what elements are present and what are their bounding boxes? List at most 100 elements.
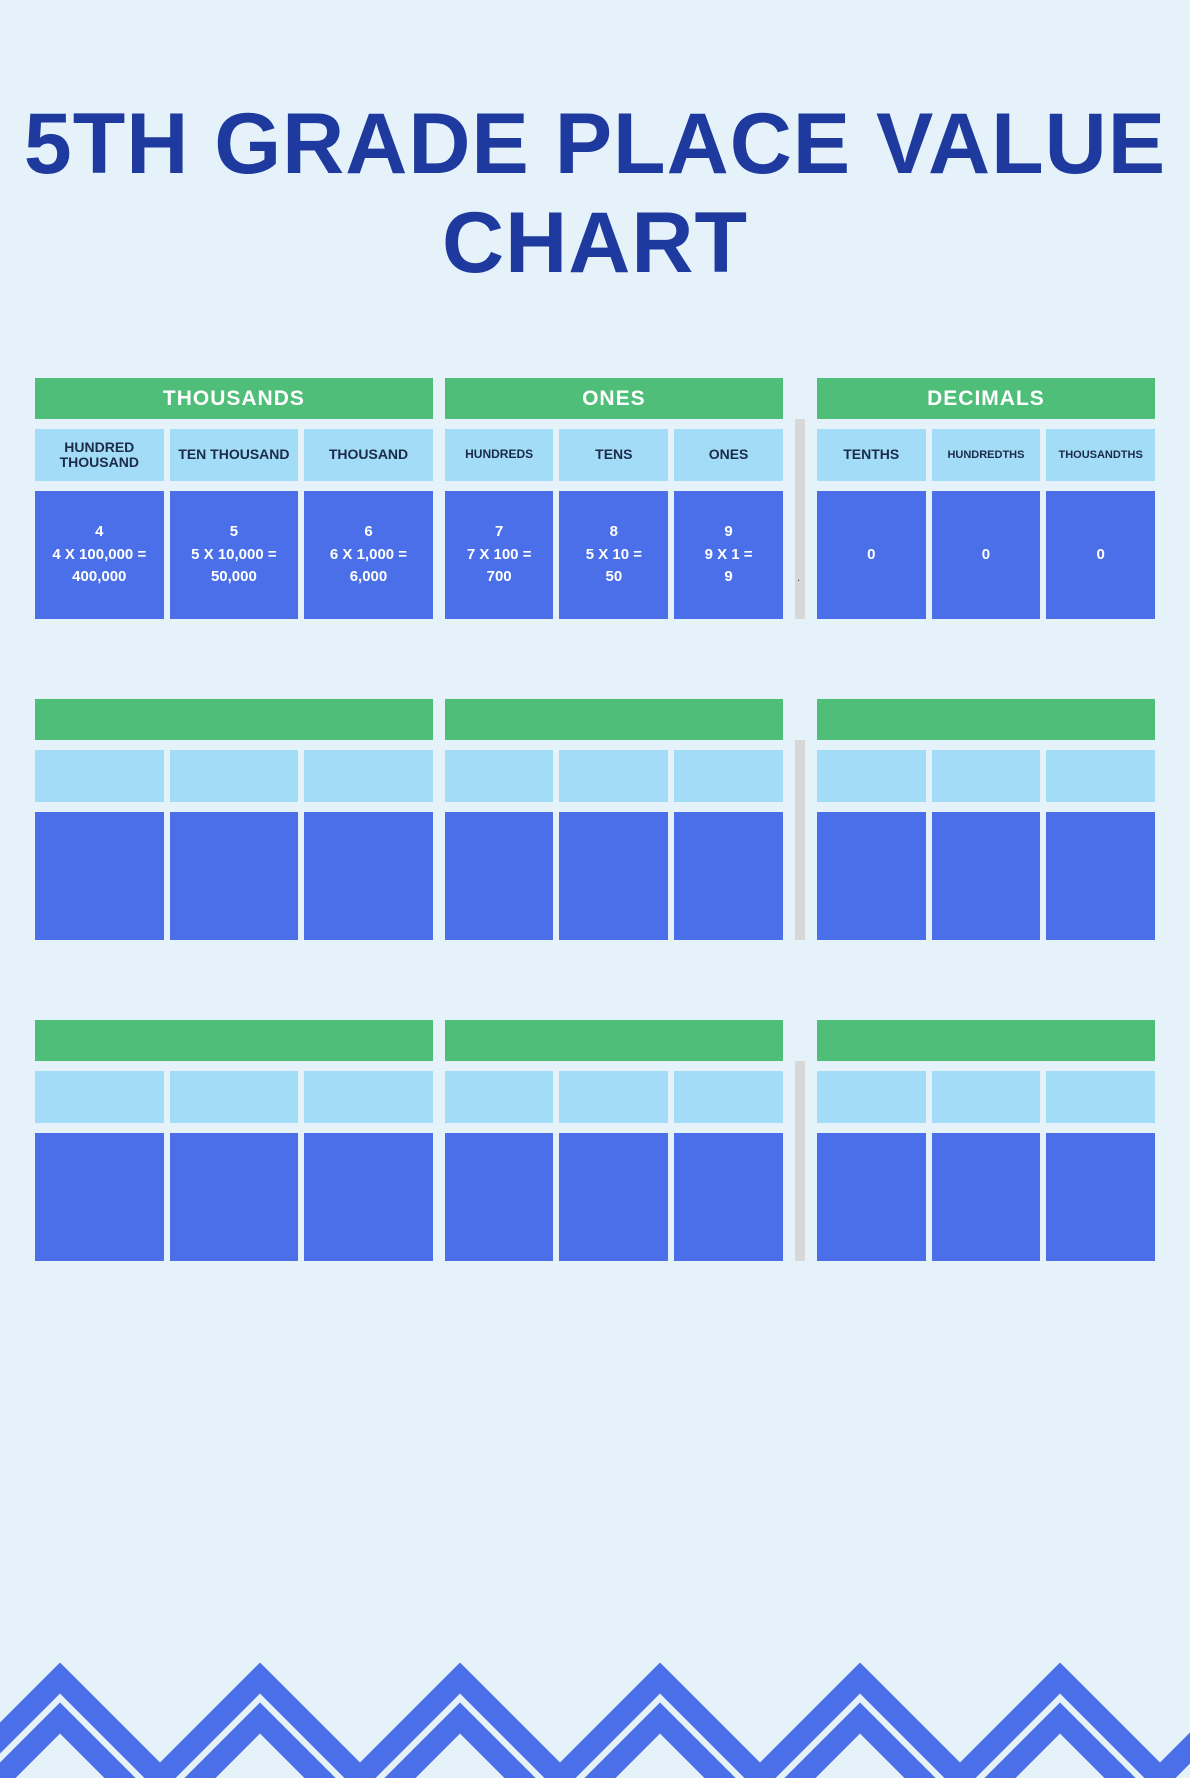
cell-digit: 4 [95,521,103,544]
col-hundreds [445,1071,554,1123]
cell-calc: 4 X 100,000 = [52,544,146,567]
decimals-header [817,699,1155,740]
cell-thousand [304,812,433,940]
cell-hundreds [445,1133,554,1261]
cell-tenths [817,1133,926,1261]
ones-group: ONES HUNDREDS TENS ONES 7 7 X 100 = 700 … [445,378,783,619]
col-thousandths: THOUSANDTHS [1046,429,1155,481]
cell-result: 50,000 [211,566,257,589]
decimals-group [817,699,1155,940]
cell-digit: 5 [230,521,238,544]
cell-result: 6,000 [350,566,388,589]
cell-calc: 5 X 10 = [586,544,642,567]
col-tens [559,1071,668,1123]
thousands-header [35,699,433,740]
thousands-group: THOUSANDS HUNDRED THOUSAND TEN THOUSAND … [35,378,433,619]
col-hundredths: HUNDREDTHS [932,429,1041,481]
thousands-group [35,1020,433,1261]
cell-thousand [304,1133,433,1261]
col-hundred-thousand [35,1071,164,1123]
decimal-point-divider [795,1061,805,1261]
col-tenths: TENTHS [817,429,926,481]
cell-tenths [817,812,926,940]
cell-result: 400,000 [72,566,126,589]
cell-ones: 9 9 X 1 = 9 [674,491,783,619]
col-thousandths [1046,1071,1155,1123]
cell-thousandths [1046,1133,1155,1261]
cell-digit: 0 [1096,544,1104,567]
ones-group [445,1020,783,1261]
ones-group [445,699,783,940]
col-tens [559,750,668,802]
cell-hundred-thousand [35,812,164,940]
decimals-header: DECIMALS [817,378,1155,419]
place-value-chart-3 [35,1020,1155,1261]
thousands-group [35,699,433,940]
col-ones [674,1071,783,1123]
decimals-group: DECIMALS TENTHS HUNDREDTHS THOUSANDTHS 0… [817,378,1155,619]
cell-hundredths [932,1133,1041,1261]
cell-tens [559,1133,668,1261]
ones-header [445,1020,783,1061]
cell-hundredths [932,812,1041,940]
cell-calc: 5 X 10,000 = [191,544,277,567]
cell-digit: 7 [495,521,503,544]
col-ten-thousand [170,1071,299,1123]
col-thousand [304,750,433,802]
col-ones: ONES [674,429,783,481]
cell-ten-thousand: 5 5 X 10,000 = 50,000 [170,491,299,619]
ones-header: ONES [445,378,783,419]
place-value-chart-1: THOUSANDS HUNDRED THOUSAND TEN THOUSAND … [35,378,1155,619]
cell-calc: 7 X 100 = [467,544,532,567]
col-tens: TENS [559,429,668,481]
cell-hundredths: 0 [932,491,1041,619]
thousands-header [35,1020,433,1061]
cell-thousand: 6 6 X 1,000 = 6,000 [304,491,433,619]
ones-header [445,699,783,740]
col-ten-thousand [170,750,299,802]
cell-result: 9 [724,566,732,589]
col-hundredths [932,1071,1041,1123]
col-ten-thousand: TEN THOUSAND [170,429,299,481]
cell-thousandths: 0 [1046,491,1155,619]
decimals-group [817,1020,1155,1261]
col-hundredths [932,750,1041,802]
cell-digit: 9 [724,521,732,544]
cell-thousandths [1046,812,1155,940]
col-thousand: THOUSAND [304,429,433,481]
cell-tens: 8 5 X 10 = 50 [559,491,668,619]
footer-zigzag-decoration [0,1623,1190,1778]
cell-ones [674,1133,783,1261]
cell-ten-thousand [170,812,299,940]
cell-result: 700 [487,566,512,589]
place-value-chart-2 [35,699,1155,940]
cell-hundred-thousand [35,1133,164,1261]
page-title: 5TH GRADE PLACE VALUE CHART [0,95,1190,293]
col-thousandths [1046,750,1155,802]
cell-calc: 6 X 1,000 = [330,544,407,567]
cell-hundred-thousand: 4 4 X 100,000 = 400,000 [35,491,164,619]
cell-tenths: 0 [817,491,926,619]
col-hundred-thousand: HUNDRED THOUSAND [35,429,164,481]
cell-digit: 8 [610,521,618,544]
col-tenths [817,750,926,802]
cell-ones [674,812,783,940]
charts-container: THOUSANDS HUNDRED THOUSAND TEN THOUSAND … [35,378,1155,1261]
cell-digit: 6 [364,521,372,544]
decimal-point-divider [795,419,805,619]
cell-hundreds: 7 7 X 100 = 700 [445,491,554,619]
col-hundred-thousand [35,750,164,802]
cell-ten-thousand [170,1133,299,1261]
cell-digit: 0 [982,544,990,567]
cell-calc: 9 X 1 = [705,544,753,567]
col-tenths [817,1071,926,1123]
decimals-header [817,1020,1155,1061]
decimal-point-divider [795,740,805,940]
cell-digit: 0 [867,544,875,567]
col-hundreds [445,750,554,802]
cell-result: 50 [605,566,622,589]
thousands-header: THOUSANDS [35,378,433,419]
col-ones [674,750,783,802]
cell-tens [559,812,668,940]
cell-hundreds [445,812,554,940]
